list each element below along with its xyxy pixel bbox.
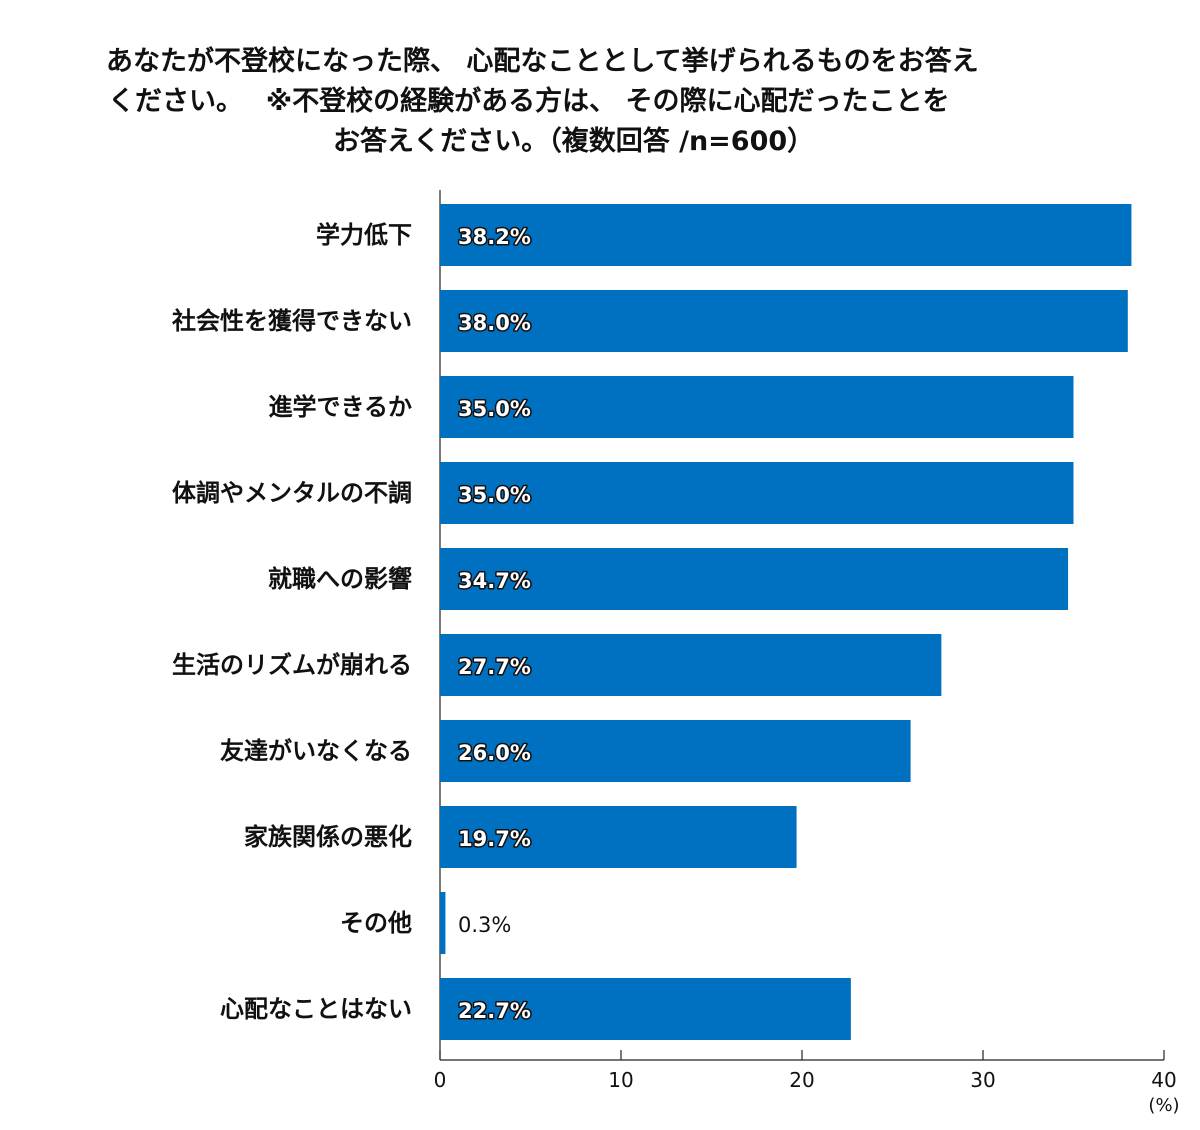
category-label-9: その他 [340,909,412,937]
chart-title-line-1: あなたが不登校になった際、 心配なこととして挙げられるものをお答え [106,46,979,77]
bar-8 [440,806,797,868]
value-label-8: 19.7% [458,827,531,851]
chart-title: あなたが不登校になった際、 心配なこととして挙げられるものをお答え ください。 … [60,42,1160,162]
category-label-4: 体調やメンタルの不調 [172,479,412,507]
value-label-4: 35.0% [458,483,531,507]
x-tick-label-0: 0 [434,1068,447,1092]
bar-5 [440,548,1069,610]
x-tick-label-40: 40 [1151,1068,1176,1092]
chart-title-line-3: お答えください。（複数回答 /n=600） [333,126,815,157]
bar-9 [440,892,446,954]
value-label-5: 34.7% [458,569,531,593]
category-label-7: 友達がいなくなる [220,737,412,765]
category-label-6: 生活のリズムが崩れる [172,651,412,679]
category-label-2: 社会性を獲得できない [172,307,412,335]
bar-6 [440,634,942,696]
category-label-5: 就職への影響 [268,565,412,593]
chart-title-line-2: ください。 ※不登校の経験がある方は、 その際に心配だったことを [108,86,950,117]
value-label-9: 0.3% [458,913,511,937]
bar-4 [440,462,1074,524]
value-label-2: 38.0% [458,311,531,335]
category-label-8: 家族関係の悪化 [244,823,412,851]
category-label-1: 学力低下 [316,221,412,249]
value-label-10: 22.7% [458,999,531,1023]
value-label-6: 27.7% [458,655,531,679]
bar-7 [440,720,911,782]
category-label-10: 心配なことはない [220,995,412,1023]
x-tick-label-20: 20 [789,1068,814,1092]
bar-10 [440,978,851,1040]
value-label-7: 26.0% [458,741,531,765]
x-tick-label-10: 10 [608,1068,633,1092]
value-label-1: 38.2% [458,225,531,249]
bar-2 [440,290,1128,352]
x-axis-unit: (%) [1148,1095,1179,1116]
value-label-3: 35.0% [458,397,531,421]
bar-3 [440,376,1074,438]
x-tick-label-30: 30 [970,1068,995,1092]
category-label-3: 進学できるか [268,393,412,421]
bar-1 [440,204,1132,266]
